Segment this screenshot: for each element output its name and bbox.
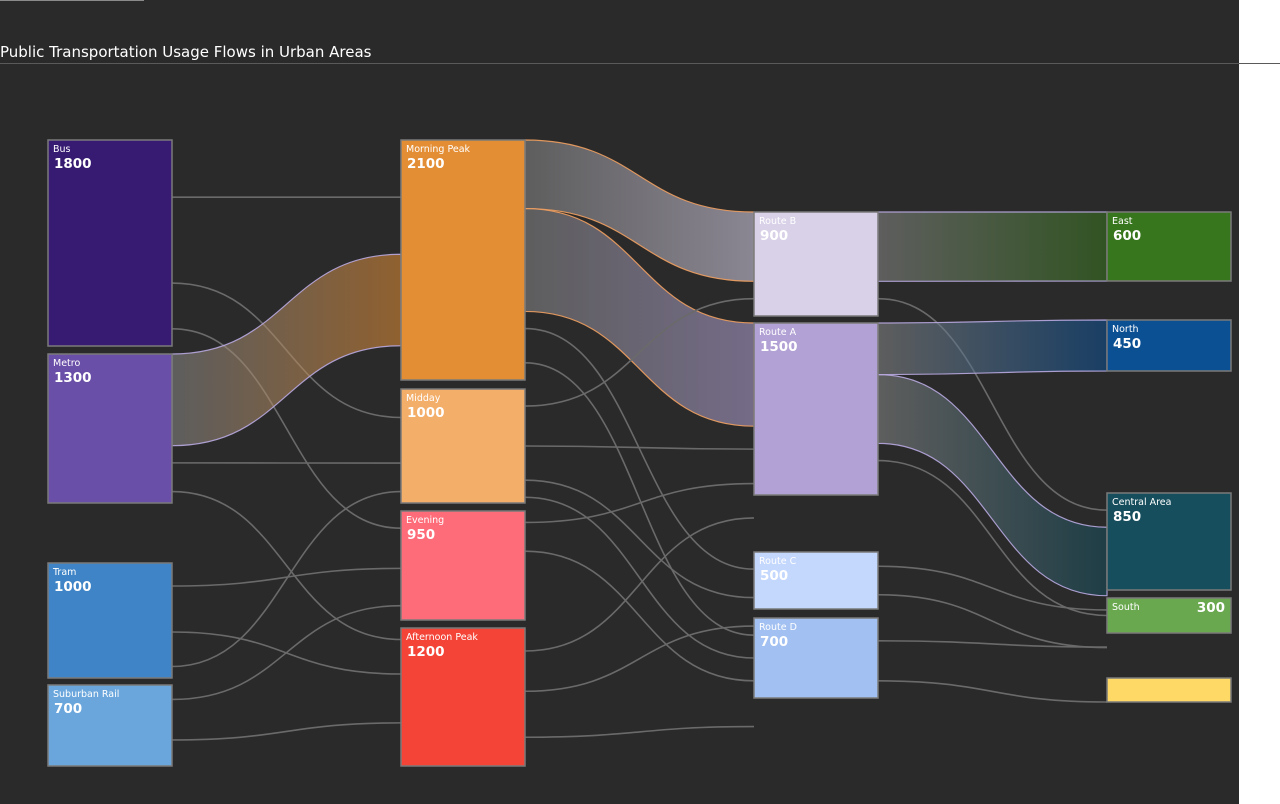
link-metro-morning <box>171 253 402 447</box>
node-value-midday: 1000 <box>407 405 445 421</box>
link-routed-central <box>877 640 1108 648</box>
node-rect-midday[interactable] <box>400 388 526 504</box>
node-label-central: Central Area <box>1112 497 1171 508</box>
node-rect-routed[interactable] <box>753 617 879 699</box>
node-value-tram: 1000 <box>54 579 92 595</box>
node-label-suburban: Suburban Rail <box>53 689 119 700</box>
node-value-routea: 1500 <box>760 339 798 355</box>
title-divider <box>0 63 1280 64</box>
node-label-north: North <box>1112 324 1139 335</box>
node-value-afternoon: 1200 <box>407 644 445 660</box>
chart-title: Public Transportation Usage Flows in Urb… <box>0 43 372 61</box>
link-routec-south <box>877 593 1108 649</box>
node-rect-other[interactable] <box>1106 677 1232 703</box>
node-label-morning: Morning Peak <box>406 144 471 155</box>
node-rect-central[interactable] <box>1106 492 1232 591</box>
node-rect-metro[interactable] <box>47 353 173 504</box>
node-value-suburban: 700 <box>54 701 82 717</box>
node-label-tram: Tram <box>52 567 76 578</box>
node-rect-south[interactable] <box>1106 597 1232 634</box>
node-label-bus: Bus <box>53 144 71 155</box>
node-south[interactable]: South 300 <box>1106 597 1232 634</box>
node-value-routed: 700 <box>760 634 788 650</box>
node-rect-bus[interactable] <box>47 139 173 347</box>
link-morning-routed <box>524 362 755 636</box>
node-label-metro: Metro <box>53 358 80 369</box>
node-other[interactable] <box>1106 677 1232 703</box>
link-routec-central <box>877 565 1108 611</box>
link-afternoon-routec <box>524 625 755 693</box>
node-rect-routea[interactable] <box>753 322 879 496</box>
node-rect-east[interactable] <box>1106 211 1232 282</box>
node-rect-afternoon[interactable] <box>400 627 526 767</box>
link-afternoon-routed <box>524 725 755 739</box>
link-morning-routec <box>524 327 755 570</box>
node-label-routed: Route D <box>759 622 797 633</box>
node-label-evening: Evening <box>406 515 444 526</box>
node-value-central: 850 <box>1113 509 1141 525</box>
link-tram-evening <box>171 567 402 587</box>
link-suburban-afternoon <box>171 722 402 741</box>
node-rect-routec[interactable] <box>753 551 879 610</box>
node-value-morning: 2100 <box>407 156 445 172</box>
node-value-bus: 1800 <box>54 156 92 172</box>
node-value-south: 300 <box>1197 600 1225 616</box>
node-value-evening: 950 <box>407 527 435 543</box>
node-value-north: 450 <box>1113 336 1141 352</box>
link-routeb-east <box>877 211 1108 282</box>
top-divider <box>0 0 144 1</box>
link-routea-central <box>877 373 1108 597</box>
node-label-south: South <box>1112 602 1140 613</box>
link-routeb-central <box>877 297 1108 511</box>
link-evening-routed <box>524 550 755 682</box>
link-midday-routeb <box>524 297 755 407</box>
link-bus-evening <box>171 328 402 530</box>
link-metro-afternoon <box>171 490 402 641</box>
node-rect-north[interactable] <box>1106 319 1232 372</box>
node-label-routea: Route A <box>759 327 797 338</box>
link-afternoon-routea <box>524 517 755 652</box>
link-midday-routec <box>524 479 755 599</box>
link-evening-routea <box>524 482 755 524</box>
node-rect-evening[interactable] <box>400 510 526 621</box>
link-midday-routea <box>524 445 755 450</box>
node-label-routeb: Route B <box>759 216 796 227</box>
link-routea-north <box>877 319 1108 376</box>
link-tram-midday <box>171 490 402 668</box>
node-value-routeb: 900 <box>760 228 788 244</box>
node-label-midday: Midday <box>406 393 441 404</box>
node-rect-routeb[interactable] <box>753 211 879 317</box>
node-value-east: 600 <box>1113 228 1141 244</box>
node-value-routec: 500 <box>760 568 788 584</box>
node-value-metro: 1300 <box>54 370 92 386</box>
node-rect-suburban[interactable] <box>47 684 173 767</box>
node-rect-tram[interactable] <box>47 562 173 679</box>
link-suburban-evening <box>171 604 402 701</box>
links-layer <box>171 139 1108 741</box>
node-label-afternoon: Afternoon Peak <box>406 632 478 643</box>
link-midday-routed <box>524 496 755 659</box>
node-label-routec: Route C <box>759 556 797 567</box>
link-routed-other <box>877 680 1108 703</box>
node-rect-morning[interactable] <box>400 139 526 381</box>
node-label-east: East <box>1112 216 1133 227</box>
right-margin <box>1239 0 1280 804</box>
